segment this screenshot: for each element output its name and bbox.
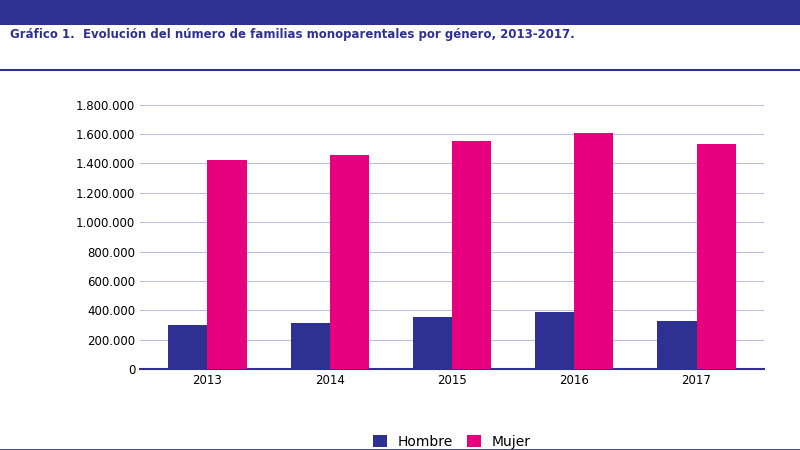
Bar [697,144,736,369]
Bar [658,321,697,369]
Legend: Hombre, Mujer: Hombre, Mujer [367,429,537,450]
Bar [413,317,452,369]
Bar [535,312,574,369]
Bar [452,141,491,369]
Text: Gráfico 1.  Evolución del número de familias monoparentales por género, 2013-201: Gráfico 1. Evolución del número de famil… [10,28,574,41]
Bar [290,324,330,369]
Bar [168,325,207,369]
Bar [574,133,614,369]
Bar [330,155,369,369]
Bar [207,161,246,369]
